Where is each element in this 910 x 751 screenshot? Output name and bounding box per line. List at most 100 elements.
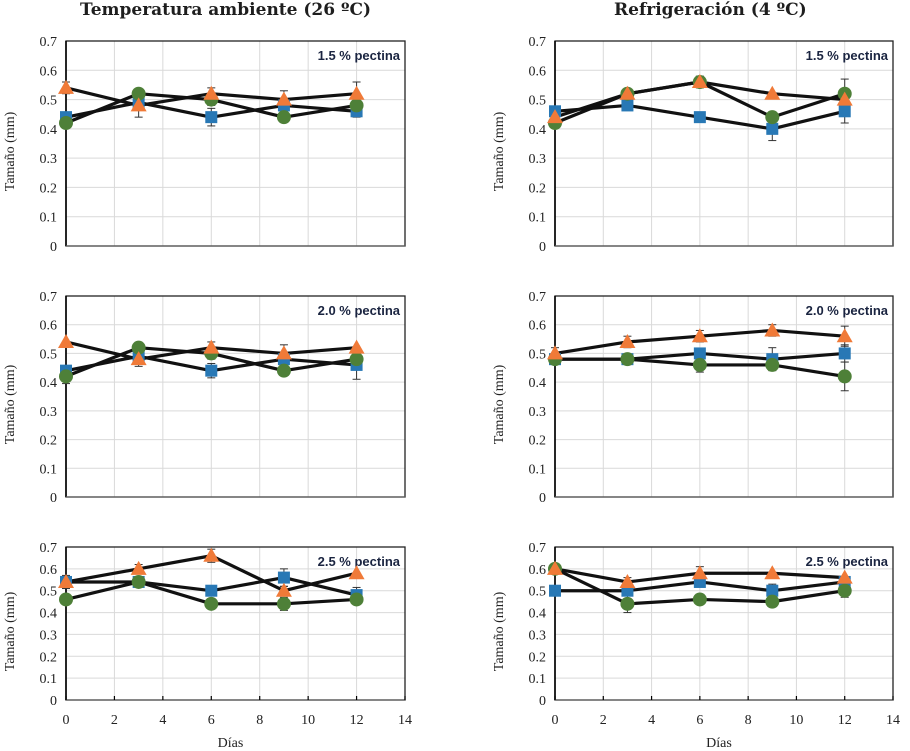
x-tick-label: 6 xyxy=(696,713,703,728)
marker-circle xyxy=(620,352,635,367)
marker-triangle xyxy=(691,565,708,580)
marker-triangle xyxy=(619,333,636,348)
marker-square xyxy=(693,347,706,360)
y-tick-label: 0.3 xyxy=(40,628,58,643)
marker-triangle xyxy=(130,97,147,112)
y-tick-label: 0.7 xyxy=(40,541,58,556)
marker-circle xyxy=(131,86,146,101)
marker-circle xyxy=(349,352,364,367)
marker-triangle xyxy=(275,582,292,597)
marker-circle xyxy=(765,110,780,125)
y-axis-label: Tamaño (mm) xyxy=(3,111,18,191)
marker-triangle xyxy=(764,322,781,337)
y-tick-label: 0.5 xyxy=(529,347,547,362)
y-tick-label: 0.6 xyxy=(529,64,547,79)
y-tick-label: 0.4 xyxy=(529,376,547,391)
marker-circle xyxy=(349,98,364,113)
marker-triangle xyxy=(130,560,147,575)
y-tick-label: 0.2 xyxy=(529,434,547,449)
marker-triangle xyxy=(275,345,292,360)
y-tick-label: 0.2 xyxy=(40,434,58,449)
marker-square xyxy=(205,584,218,597)
y-tick-label: 0 xyxy=(50,240,57,255)
marker-circle xyxy=(837,583,852,598)
title-ambient: Temperatura ambiente (26 ºC) xyxy=(80,0,372,20)
y-tick-label: 0.4 xyxy=(529,607,547,622)
y-tick-label: 0.7 xyxy=(529,290,547,305)
marker-triangle xyxy=(836,569,853,584)
marker-triangle xyxy=(203,547,220,562)
x-tick-label: 4 xyxy=(648,713,655,728)
chart-refrig-2.5: 0 0.1 0.2 0.3 0.4 0.5 0.6 0.7 0 2 4 6 8 10 12 14 Días Tam… xyxy=(492,541,900,751)
y-tick-label: 0.3 xyxy=(529,152,547,167)
y-tick-label: 0.5 xyxy=(40,94,58,109)
y-tick-label: 0.1 xyxy=(40,462,58,477)
plot-frame xyxy=(65,295,406,498)
marker-circle xyxy=(765,594,780,609)
x-tick-label: 14 xyxy=(398,713,412,728)
x-tick-label: 8 xyxy=(745,713,752,728)
y-axis-label: Tamaño (mm) xyxy=(492,111,507,191)
y-tick-label: 0.1 xyxy=(40,672,58,687)
x-tick-label: 10 xyxy=(301,713,315,728)
chart-ambient-2.5: 0 0.1 0.2 0.3 0.4 0.5 0.6 0.7 0 2 4 6 8 10 12 14 Días Tam… xyxy=(3,541,412,751)
y-tick-label: 0.5 xyxy=(529,585,547,600)
pectin-annotation: 1.5 % pectina xyxy=(806,48,889,63)
chart-ambient-2.0: 0 0.1 0.2 0.3 0.4 0.5 0.6 0.7 Tamaño (mm) 2.0 % p… xyxy=(3,290,406,506)
x-tick-label: 2 xyxy=(111,713,118,728)
pectin-annotation: 2.0 % pectina xyxy=(806,303,889,318)
y-tick-label: 0 xyxy=(539,491,546,506)
x-tick-label: 12 xyxy=(838,713,852,728)
y-tick-label: 0.6 xyxy=(529,319,547,334)
marker-triangle xyxy=(764,85,781,100)
marker-square xyxy=(621,99,634,112)
marker-triangle xyxy=(203,85,220,100)
marker-triangle xyxy=(691,74,708,88)
y-tick-label: 0.3 xyxy=(40,152,58,167)
x-tick-label: 10 xyxy=(789,713,803,728)
x-tick-label: 14 xyxy=(886,713,900,728)
marker-circle xyxy=(692,592,707,607)
marker-circle xyxy=(765,357,780,372)
marker-circle xyxy=(837,369,852,384)
marker-circle xyxy=(692,357,707,372)
y-tick-label: 0.4 xyxy=(40,123,58,138)
y-tick-label: 0.7 xyxy=(529,541,547,556)
marker-circle xyxy=(131,574,146,589)
marker-circle xyxy=(59,369,73,384)
y-tick-label: 0.7 xyxy=(529,35,547,50)
x-axis-label: Días xyxy=(706,736,732,751)
chart-refrig-2.0: 0 0.1 0.2 0.3 0.4 0.5 0.6 0.7 Tamaño (mm) 2.0 % p… xyxy=(492,290,894,506)
y-tick-label: 0.3 xyxy=(529,405,547,420)
marker-circle xyxy=(349,592,364,607)
marker-triangle xyxy=(764,565,781,580)
y-tick-label: 0.1 xyxy=(529,462,547,477)
plot-frame xyxy=(65,40,406,247)
chart-ambient-1.5: 0 0.1 0.2 0.3 0.4 0.5 0.6 0.7 Tamaño (mm) 1.5 % p… xyxy=(3,35,406,255)
marker-square xyxy=(838,105,851,118)
y-tick-label: 0.1 xyxy=(40,211,58,226)
marker-circle xyxy=(276,363,291,378)
marker-circle xyxy=(59,116,73,130)
y-tick-label: 0.2 xyxy=(40,650,58,665)
y-tick-label: 0 xyxy=(539,694,546,709)
marker-triangle xyxy=(130,351,147,366)
title-refrigeration: Refrigeración (4 ºC) xyxy=(614,0,807,20)
marker-triangle xyxy=(547,560,563,575)
chart-refrig-1.5: 0 0.1 0.2 0.3 0.4 0.5 0.6 0.7 Tamaño (mm) 1.5 % p… xyxy=(492,35,894,255)
marker-circle xyxy=(204,596,219,611)
marker-circle xyxy=(620,596,635,611)
y-tick-label: 0.6 xyxy=(40,563,58,578)
y-tick-label: 0.2 xyxy=(40,181,58,196)
y-tick-label: 0.3 xyxy=(529,628,547,643)
marker-triangle xyxy=(619,85,636,100)
marker-triangle xyxy=(275,91,292,106)
marker-square xyxy=(838,347,851,360)
x-tick-label: 0 xyxy=(63,713,70,728)
y-tick-label: 0.6 xyxy=(529,563,547,578)
marker-triangle xyxy=(58,333,74,348)
y-axis-label: Tamaño (mm) xyxy=(3,364,18,444)
y-tick-label: 0.2 xyxy=(529,181,547,196)
plot-frame xyxy=(554,546,894,701)
marker-square xyxy=(693,111,706,124)
